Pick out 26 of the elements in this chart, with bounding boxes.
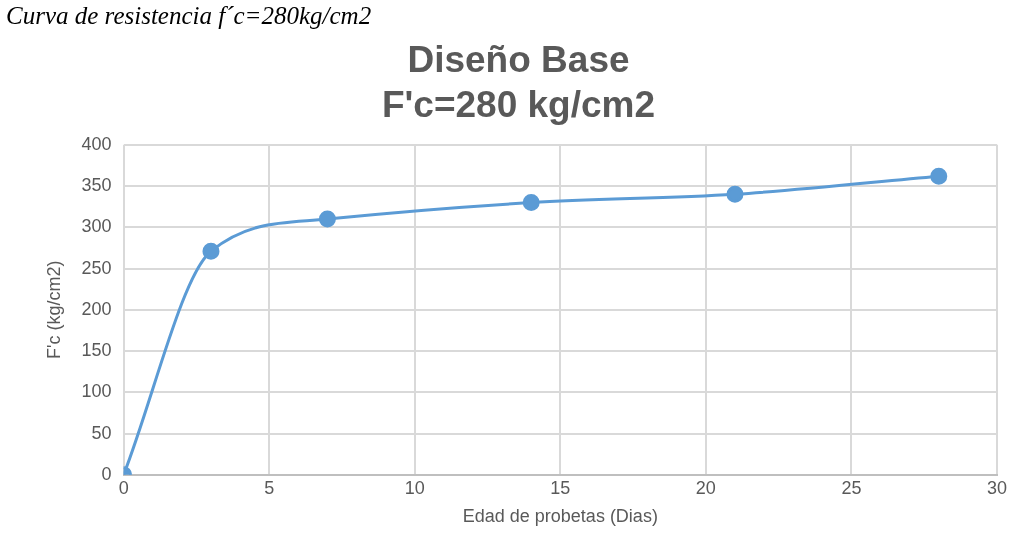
y-tick-label: 250	[81, 257, 112, 278]
y-axis-title: F'c (kg/cm2)	[43, 260, 64, 360]
point	[726, 185, 744, 203]
text: Diseño Base	[407, 39, 630, 81]
y-tick-label: 50	[91, 422, 112, 443]
x-axis-title: Edad de probetas (Dias)	[462, 506, 658, 527]
y-tick-label: 200	[81, 298, 112, 319]
y-tick-label: 0	[101, 463, 112, 484]
x-tick-label: 20	[695, 477, 716, 498]
point	[318, 210, 336, 228]
y-tick-label: 100	[81, 381, 112, 402]
x-tick-label: 25	[841, 477, 862, 498]
x-tick-label: 5	[264, 477, 275, 498]
y-tick-label: 150	[81, 340, 112, 361]
x-tick-label: 0	[118, 477, 129, 498]
text: Curva de resistencia f´c=280kg/cm2	[6, 2, 372, 30]
y-tick-label: 300	[81, 216, 112, 237]
x-tick-label: 15	[550, 477, 571, 498]
point	[202, 242, 220, 260]
y-tick-label: 400	[81, 133, 112, 154]
point	[522, 194, 540, 212]
x-tick-label: 30	[986, 477, 1008, 498]
x-tick-label: 10	[404, 477, 425, 498]
y-tick-label: 350	[81, 175, 112, 196]
text: F'c=280 kg/cm2	[381, 83, 656, 125]
point	[930, 167, 948, 185]
